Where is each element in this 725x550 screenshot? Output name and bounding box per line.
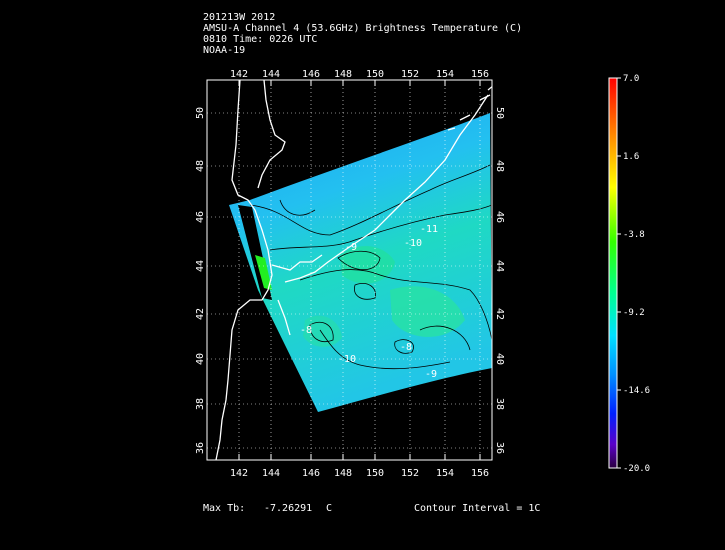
lon-tick-label: 154	[436, 468, 454, 479]
contour-label: -8	[400, 342, 412, 353]
contour-label: -11	[420, 224, 438, 235]
contour-label: -10	[338, 354, 356, 365]
lon-labels-top: 142 144 146 148 150 152 154 156	[230, 69, 489, 80]
lon-tick-label: 156	[471, 468, 489, 479]
lat-tick-label: 42	[494, 308, 505, 320]
lon-tick-label: 148	[334, 468, 352, 479]
map-frame	[206, 79, 493, 461]
warm-patch	[340, 246, 395, 284]
max-tb-value: -7.26291	[264, 503, 313, 514]
contour-label-group: -11 -10 -9 -8 -10 -9 -8	[300, 224, 438, 380]
lon-tick-label: 150	[366, 69, 384, 80]
lat-labels-left: 36 38 40 42 44 46 48 50	[195, 107, 206, 454]
lon-tick-label: 156	[471, 69, 489, 80]
lon-labels-bottom: 142 144 146 148 150 152 154 156	[230, 468, 489, 479]
lat-tick-label: 38	[195, 398, 206, 410]
lon-tick-label: 146	[302, 468, 320, 479]
coastlines	[215, 80, 492, 460]
lat-tick-label: 46	[195, 211, 206, 223]
colorbar-labels: 7.0 1.6 -3.8 -9.2 -14.6 -20.0	[623, 74, 650, 474]
lat-tick-label: 48	[195, 160, 206, 172]
max-tb-label: Max Tb:	[203, 503, 246, 514]
lon-tick-label: 146	[302, 69, 320, 80]
max-tb-unit: C	[326, 503, 333, 514]
header-satellite: NOAA-19	[203, 45, 246, 56]
lon-tick-label: 154	[436, 69, 454, 80]
lat-tick-label: 40	[195, 353, 206, 365]
header-time: 0810 Time: 0226 UTC	[203, 34, 318, 45]
header-product: AMSU-A Channel 4 (53.6GHz) Brightness Te…	[203, 23, 523, 34]
colorbar-label: -14.6	[623, 386, 650, 396]
lat-tick-label: 48	[494, 160, 505, 172]
colorbar-label: 1.6	[623, 152, 639, 162]
lon-tick-label: 148	[334, 69, 352, 80]
lat-tick-label: 50	[494, 107, 505, 119]
graticule	[207, 80, 492, 460]
warm-patch	[390, 286, 465, 337]
colorbar	[608, 77, 618, 469]
lon-tick-label: 142	[230, 468, 248, 479]
lon-tick-label: 152	[401, 468, 419, 479]
contour-interval: Contour Interval = 1C	[414, 503, 541, 514]
lat-tick-label: 36	[195, 442, 206, 454]
lon-tick-label: 142	[230, 69, 248, 80]
lat-tick-label: 36	[494, 442, 505, 454]
frame-ticks	[238, 80, 481, 460]
contour-lines	[249, 164, 492, 370]
lon-tick-label: 150	[366, 468, 384, 479]
lat-tick-label: 50	[195, 107, 206, 119]
colorbar-label: -20.0	[623, 464, 650, 474]
lat-labels-right: 36 38 40 42 44 46 48 50	[494, 107, 505, 454]
edge-green	[255, 255, 272, 290]
contour-label: -9	[425, 369, 437, 380]
lat-tick-label: 38	[494, 398, 505, 410]
lon-tick-label: 152	[401, 69, 419, 80]
contour-label: -10	[404, 238, 422, 249]
header-title: 201213W 2012	[203, 12, 276, 23]
lat-tick-label: 44	[494, 260, 505, 272]
lat-tick-label: 42	[195, 308, 206, 320]
contour-label: -9	[345, 242, 357, 253]
lat-tick-label: 46	[494, 211, 505, 223]
colorbar-label: -3.8	[623, 230, 645, 240]
lat-tick-label: 40	[494, 353, 505, 365]
contour-label: -8	[300, 325, 312, 336]
lon-tick-label: 144	[262, 69, 280, 80]
colorbar-label: -9.2	[623, 308, 645, 318]
lat-tick-label: 44	[195, 260, 206, 272]
colorbar-ticks	[617, 77, 621, 469]
colorbar-label: 7.0	[623, 74, 639, 84]
lon-tick-label: 144	[262, 468, 280, 479]
